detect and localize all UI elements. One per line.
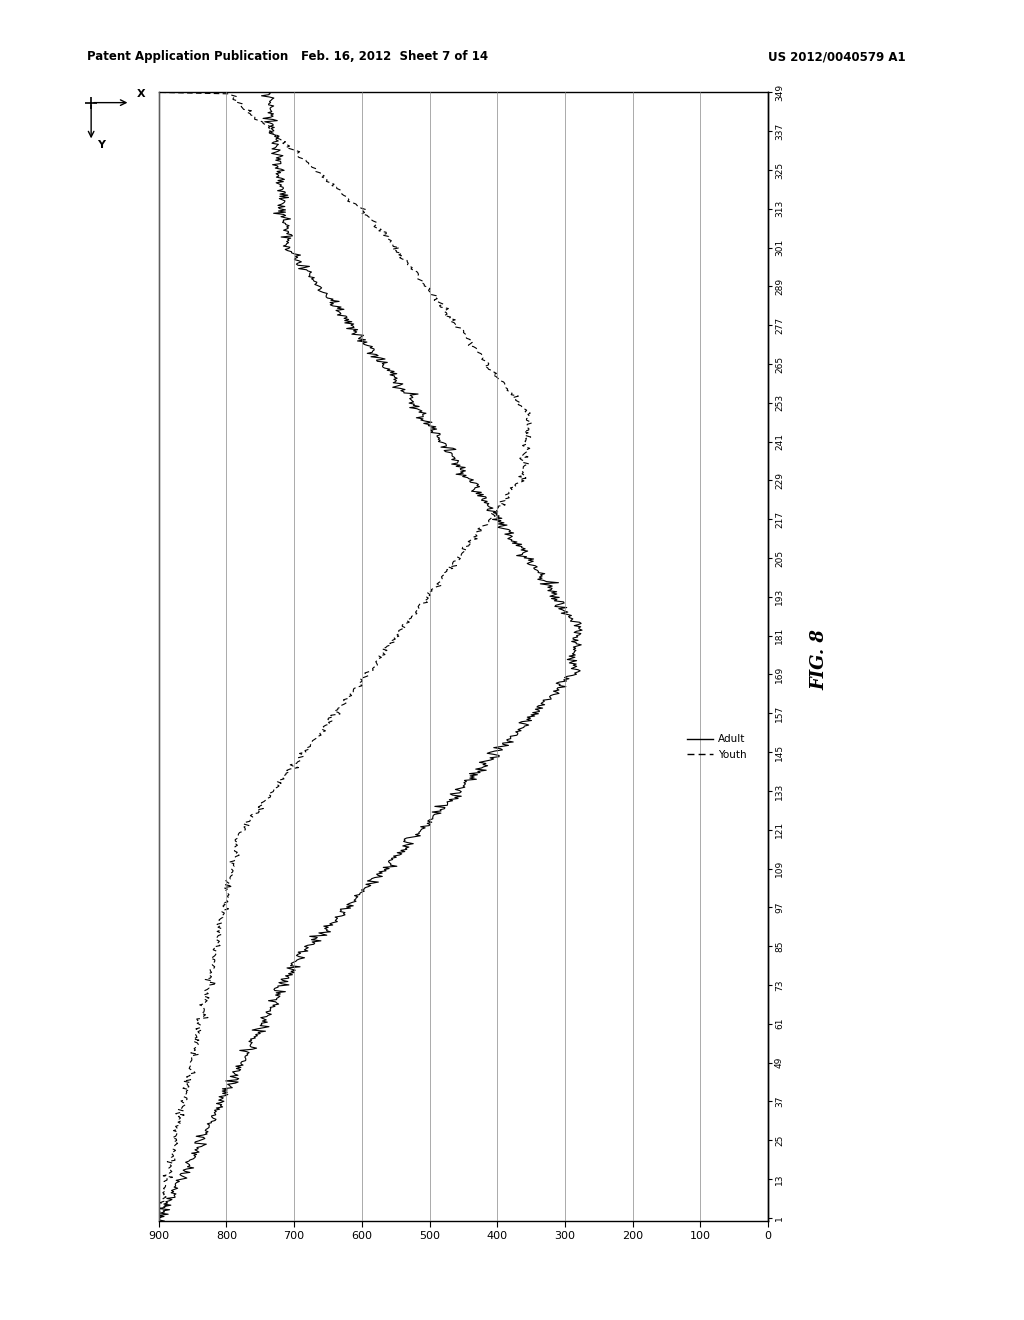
Legend: Adult, Youth: Adult, Youth [682, 730, 751, 764]
Text: Y: Y [97, 140, 105, 150]
Text: US 2012/0040579 A1: US 2012/0040579 A1 [768, 50, 905, 63]
Text: X: X [136, 88, 145, 99]
Text: Patent Application Publication: Patent Application Publication [87, 50, 289, 63]
Text: FIG. 8: FIG. 8 [810, 630, 828, 690]
Text: Feb. 16, 2012  Sheet 7 of 14: Feb. 16, 2012 Sheet 7 of 14 [301, 50, 487, 63]
